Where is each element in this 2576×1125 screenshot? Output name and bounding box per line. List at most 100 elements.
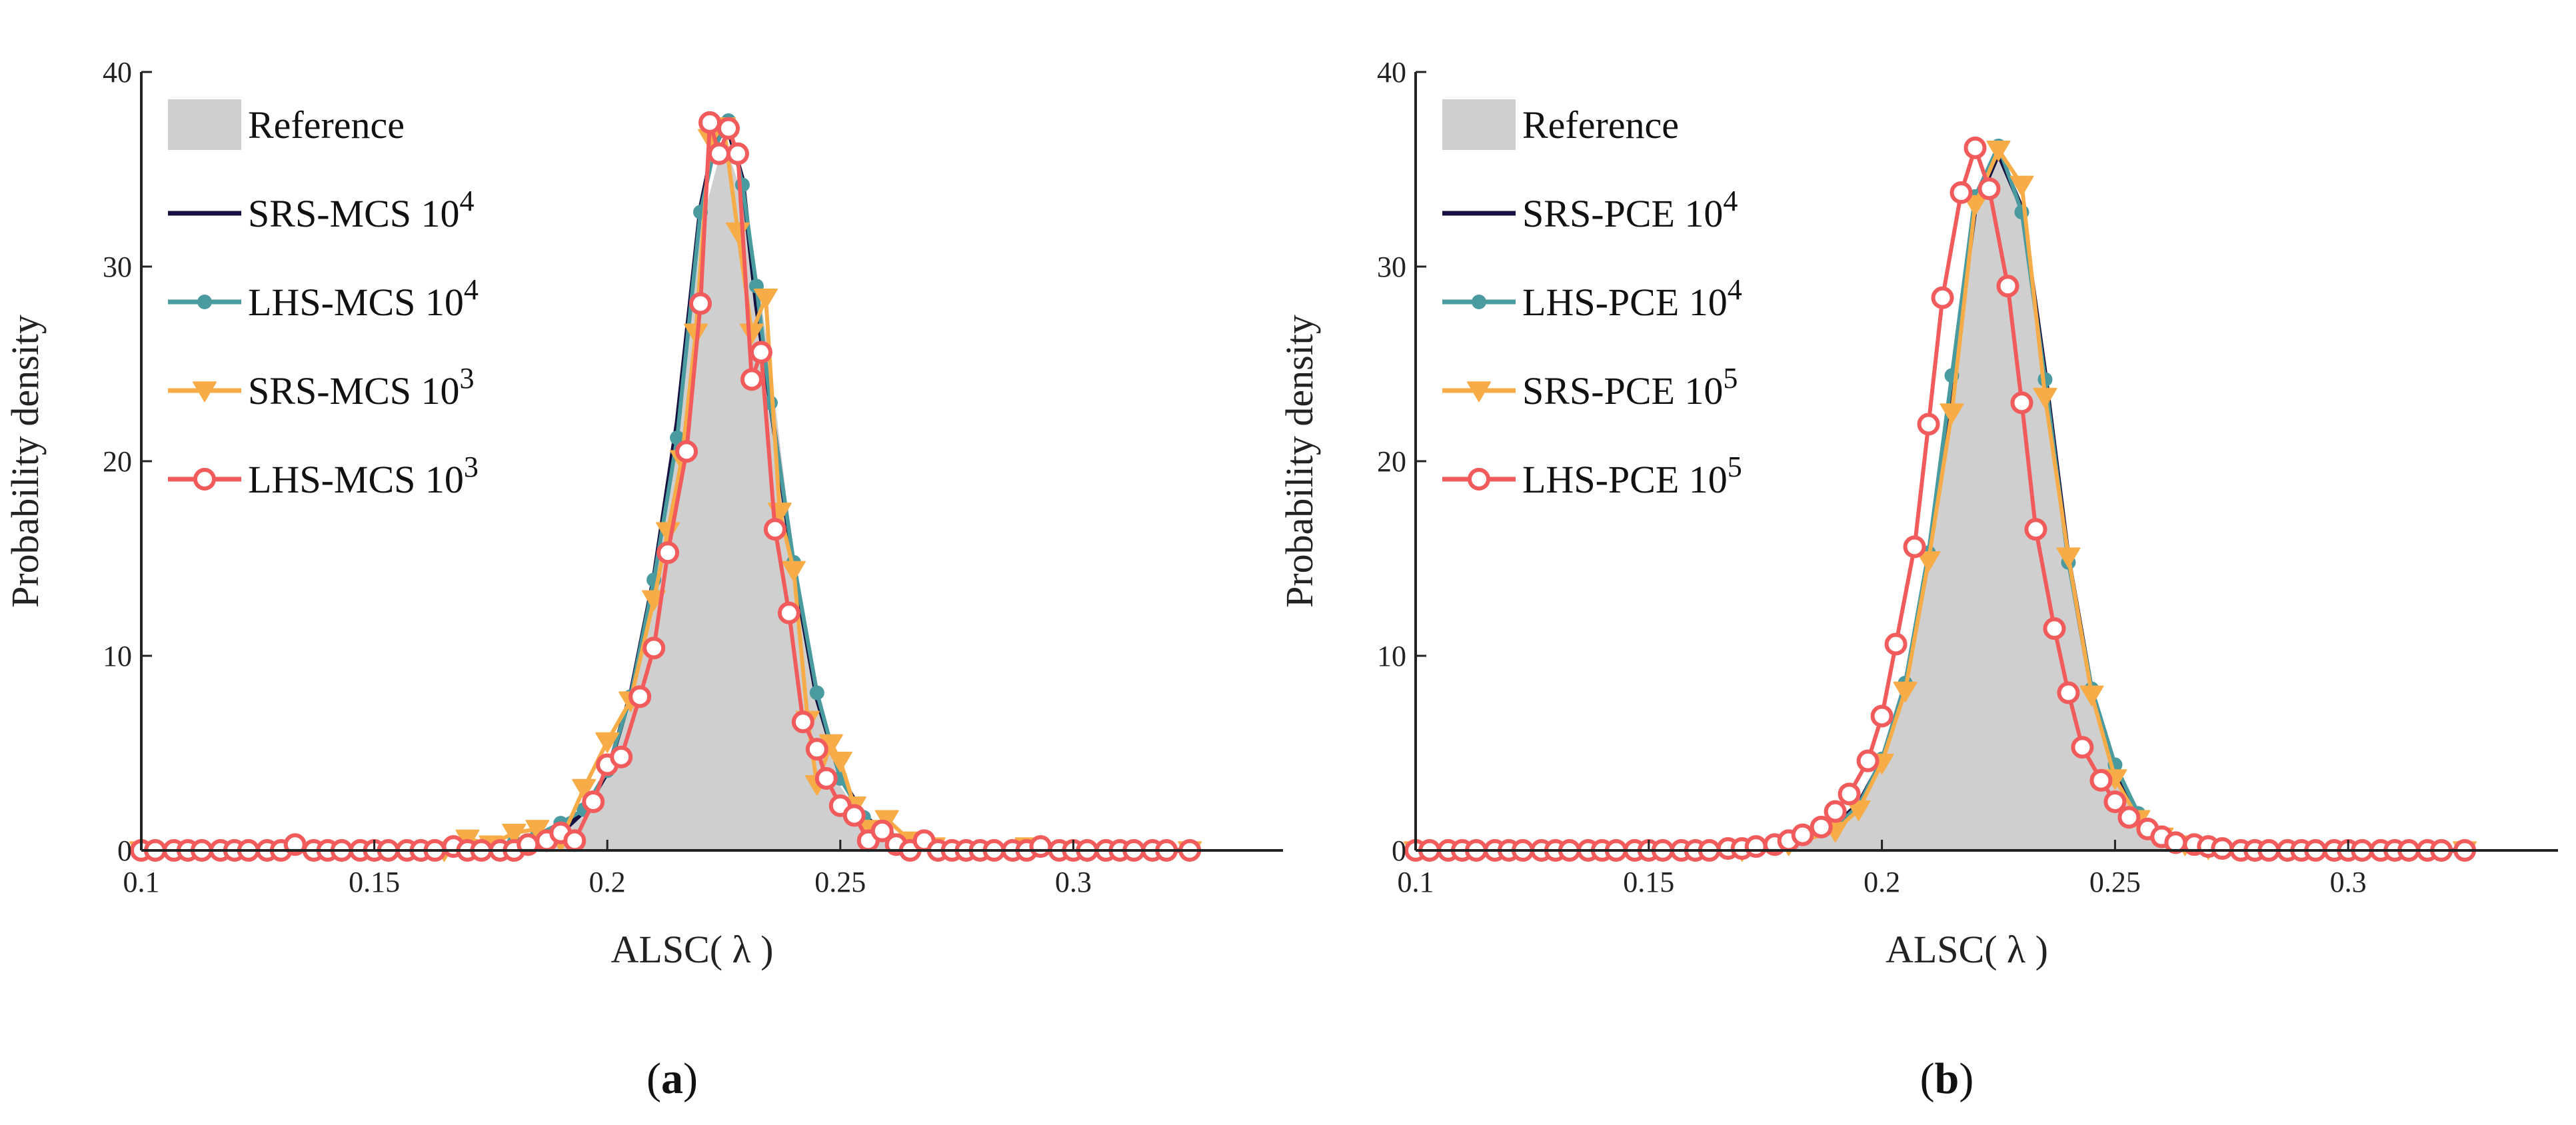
- y-tick-label: 10: [103, 640, 132, 672]
- legend-label-base: SRS-MCS 10: [248, 369, 460, 413]
- series-3-point: [1916, 551, 1941, 572]
- series-4-point: [1744, 835, 1768, 858]
- series-4-point: [1931, 286, 1954, 309]
- x-tick-label: 0.1: [123, 866, 160, 898]
- series-4-point: [1903, 535, 1926, 559]
- series-4-point: [629, 685, 652, 708]
- series-4-point: [656, 541, 680, 564]
- series-3-point: [1939, 403, 1964, 425]
- legend-marker-series-4: [1468, 468, 1490, 491]
- legend-label-series-1: SRS-PCE 104: [1522, 185, 1738, 235]
- series-3-point: [2079, 685, 2104, 706]
- series-3-point: [1963, 195, 1987, 216]
- panel-a-caption-letter: a: [661, 1054, 683, 1103]
- x-tick-label: 0.15: [1623, 866, 1674, 898]
- y-axis-title: Probability density: [1278, 315, 1321, 608]
- panel-b: (b) 0.1 0.15 0.2 0.25 0.3 0 10 20 30 40 ALSC( λ ) P…: [1278, 56, 2558, 1103]
- series-3-point: [753, 288, 778, 309]
- series-4-point: [643, 636, 666, 660]
- series-3-point: [781, 561, 806, 582]
- series-4-point: [1917, 413, 1940, 436]
- series-3-point: [1893, 681, 1918, 702]
- series-4-point: [707, 142, 730, 165]
- panel-b-caption: (b): [1920, 1054, 1974, 1103]
- legend-label-base: LHS-MCS 10: [248, 458, 464, 501]
- panel-b-caption-open: (: [1920, 1054, 1935, 1103]
- legend-label-base: LHS-MCS 10: [248, 281, 464, 324]
- series-3-point: [595, 732, 620, 753]
- series-3-point: [2009, 175, 2034, 197]
- y-tick-label: 30: [1377, 251, 1406, 283]
- y-axis-title: Probability density: [3, 315, 47, 608]
- series-4-point: [582, 790, 605, 813]
- series-2-point: [670, 430, 685, 445]
- legend-swatch-reference: [168, 99, 241, 150]
- series-4-point: [1856, 749, 1880, 772]
- y-tick-label: 40: [103, 56, 132, 89]
- series-4-point: [563, 829, 587, 852]
- series-3-point: [2056, 547, 2081, 568]
- series-4-point: [777, 601, 800, 624]
- series-4-point: [1884, 632, 1908, 656]
- series-4-point: [740, 368, 763, 391]
- series-3-point: [1846, 800, 1871, 821]
- legend-label-exponent: 4: [1728, 273, 1742, 306]
- series-3-point: [502, 823, 527, 844]
- series-4-point: [610, 745, 633, 768]
- x-tick-label: 0.3: [2330, 866, 2367, 898]
- series-4-point: [1996, 275, 2019, 298]
- series-3-point: [572, 778, 597, 800]
- x-tick-label: 0.2: [1864, 866, 1900, 898]
- series-4-point: [2010, 391, 2033, 415]
- legend-marker-series-2: [197, 295, 212, 309]
- panel-b-caption-letter: b: [1935, 1054, 1959, 1103]
- legend-label-exponent: 3: [464, 451, 479, 483]
- x-tick-label: 0.15: [349, 866, 400, 898]
- series-4-point: [1949, 181, 1973, 205]
- series-4-point: [2071, 736, 2094, 759]
- panel-a: (a) 0.1 0.15 0.2 0.25 0.3 0 10 20 30 40 ALSC( λ ) P…: [3, 56, 1283, 1103]
- panel-a-caption-open: (: [646, 1054, 661, 1103]
- series-4-point: [749, 341, 772, 364]
- series-4-point: [2117, 806, 2141, 829]
- legend-marker-series-3: [1467, 381, 1491, 403]
- series-4-point: [763, 518, 786, 541]
- panel-b-caption-close: ): [1959, 1054, 1973, 1103]
- series-4-point: [1977, 177, 2001, 201]
- series-4-point: [675, 440, 698, 463]
- series-3-point: [828, 751, 852, 772]
- y-tick-label: 20: [103, 445, 132, 478]
- x-tick-label: 0.25: [814, 866, 866, 898]
- series-4-point: [2043, 617, 2066, 640]
- series-3-point: [739, 323, 764, 345]
- x-axis-title: ALSC( λ ): [611, 928, 773, 971]
- series-3-point: [1986, 141, 2011, 161]
- x-tick-label: 0.1: [1398, 866, 1434, 898]
- legend-label-exponent: 5: [1728, 451, 1742, 483]
- series-4-point: [1791, 823, 1814, 846]
- legend-label-series-3: SRS-MCS 103: [248, 362, 475, 413]
- legend-label-series-3: SRS-PCE 105: [1522, 362, 1738, 413]
- series-4-point: [698, 111, 722, 134]
- series-4-point: [2057, 681, 2080, 704]
- y-tick-label: 0: [117, 834, 132, 867]
- legend-marker-series-2: [1472, 295, 1486, 309]
- legend-marker-series-4: [193, 468, 216, 491]
- series-4-point: [689, 292, 712, 315]
- series-4-point: [870, 819, 894, 842]
- series-4-point: [805, 738, 828, 761]
- legend-label-series-4: LHS-MCS 103: [248, 451, 479, 501]
- series-4-point: [1824, 800, 1847, 823]
- panel-a-caption-close: ): [683, 1054, 698, 1103]
- legend-label-exponent: 4: [460, 185, 475, 217]
- series-4-point: [814, 766, 838, 790]
- legend-label-series-1: SRS-MCS 104: [248, 185, 475, 235]
- legend-label-base: SRS-PCE 10: [1522, 369, 1723, 413]
- legend-label-series-2: LHS-MCS 104: [248, 273, 479, 324]
- legend-label-reference: Reference: [1522, 103, 1679, 147]
- y-tick-label: 10: [1377, 640, 1406, 672]
- series-4-point: [2103, 790, 2127, 813]
